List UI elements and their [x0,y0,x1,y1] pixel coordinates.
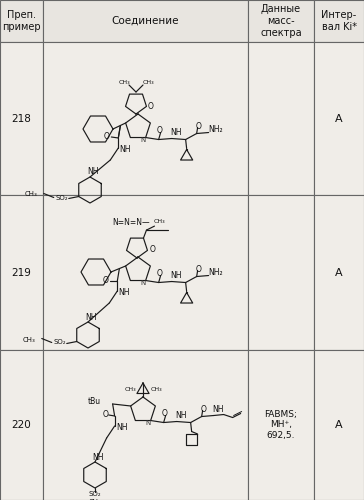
Text: NH: NH [85,312,97,322]
Bar [0,42,43,195]
Text: 220: 220 [12,420,31,430]
Text: tBu: tBu [87,398,100,406]
Text: NH: NH [170,128,181,137]
Bar [43,42,248,195]
Text: NH: NH [119,288,130,298]
Text: SO₂: SO₂ [54,340,66,345]
Text: 218: 218 [12,114,31,124]
Text: NH: NH [175,411,186,420]
Text: Данные
масс-
спектра: Данные масс- спектра [260,4,302,38]
Bar [248,0,314,42]
Text: SO₂: SO₂ [89,491,101,497]
Text: Интер-
вал Ki*: Интер- вал Ki* [321,10,357,32]
Text: A: A [335,268,343,278]
Text: CH₃: CH₃ [118,80,130,84]
Text: SO₂: SO₂ [55,194,68,200]
Text: NH: NH [119,146,131,154]
Bar [314,0,364,42]
Text: NH: NH [170,271,181,280]
Text: CH₃: CH₃ [88,499,102,500]
Text: 219: 219 [12,268,31,278]
Text: CH₃: CH₃ [25,192,38,198]
Text: NH₂: NH₂ [208,125,223,134]
Text: N: N [145,420,150,426]
Text: Преп.
пример: Преп. пример [2,10,41,32]
Text: O: O [196,122,202,131]
Text: N: N [140,136,145,142]
Text: A: A [335,420,343,430]
Bar [43,195,248,350]
Bar [43,0,248,42]
Text: O: O [150,245,155,254]
Text: N=N=N—: N=N=N— [112,218,150,226]
Text: CH₃: CH₃ [154,218,165,224]
Text: CH₃: CH₃ [23,336,36,342]
Text: O: O [147,102,153,111]
Text: NH: NH [87,168,99,176]
Text: Соединение: Соединение [112,16,179,26]
Bar [0,195,43,350]
Text: O: O [103,410,108,420]
Bar [248,42,314,195]
Text: O: O [102,276,108,285]
Bar [43,350,248,500]
Text: O: O [103,132,109,141]
Text: CH₃: CH₃ [124,387,136,392]
Text: CH₃: CH₃ [150,387,162,392]
Bar [0,0,43,42]
Text: NH: NH [116,424,127,432]
Bar [248,195,314,350]
Text: O: O [196,265,202,274]
Text: NH: NH [212,405,223,414]
Text: N: N [140,280,145,285]
Text: NH₂: NH₂ [208,268,223,277]
Text: NH: NH [92,452,104,462]
Bar [314,42,364,195]
Text: O: O [162,409,167,418]
Text: O: O [157,126,163,135]
Text: A: A [335,114,343,124]
Text: O: O [201,405,207,414]
Text: O: O [157,269,163,278]
Bar [314,195,364,350]
Bar [248,350,314,500]
Text: FABMS;
MH⁺,
692,5.: FABMS; MH⁺, 692,5. [265,410,297,440]
Text: CH₃: CH₃ [142,80,154,84]
Bar [0,350,43,500]
Bar [314,350,364,500]
